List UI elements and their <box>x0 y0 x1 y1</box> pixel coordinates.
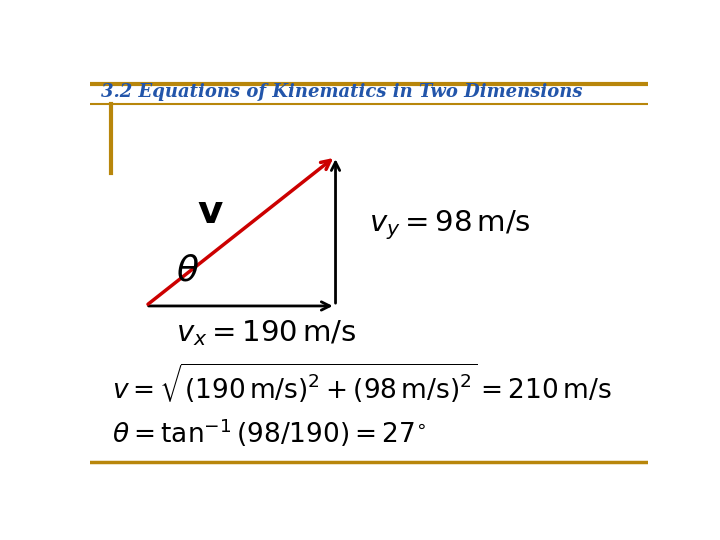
Text: 3.2 Equations of Kinematics in Two Dimensions: 3.2 Equations of Kinematics in Two Dimen… <box>101 83 582 101</box>
Text: $\theta$: $\theta$ <box>176 254 199 288</box>
Text: $\mathbf{v}$: $\mathbf{v}$ <box>197 194 223 231</box>
Text: $v_x = 190\,\mathrm{m/s}$: $v_x = 190\,\mathrm{m/s}$ <box>176 318 356 348</box>
Text: $v = \sqrt{(190\,\mathrm{m/s})^2 + (98\,\mathrm{m/s})^2} = 210\,\mathrm{m/s}$: $v = \sqrt{(190\,\mathrm{m/s})^2 + (98\,… <box>112 361 612 404</box>
Text: $v_y = 98\,\mathrm{m/s}$: $v_y = 98\,\mathrm{m/s}$ <box>369 208 531 242</box>
Text: $\theta = \tan^{-1}(98/190) = 27^{\circ}$: $\theta = \tan^{-1}(98/190) = 27^{\circ}… <box>112 416 427 449</box>
